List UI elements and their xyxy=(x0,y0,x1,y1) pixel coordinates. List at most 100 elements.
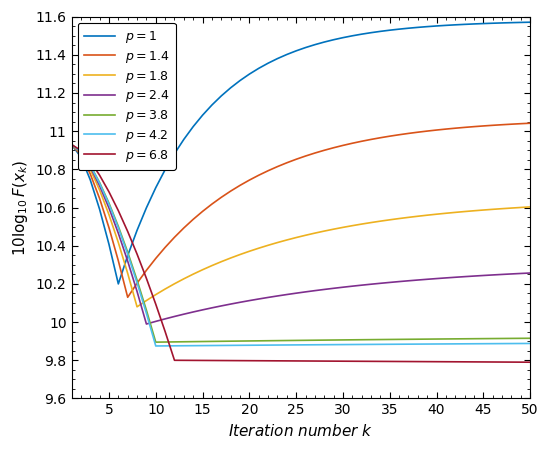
$p = 4.2$ xyxy=(106,202,112,207)
$p = 2.4$ xyxy=(527,270,534,276)
$p = 1.8$ xyxy=(255,246,262,251)
$p = 1$ xyxy=(359,32,365,37)
$p = 4.2$ xyxy=(236,342,243,348)
$p = 1.4$ xyxy=(518,121,524,126)
$p = 3.8$ xyxy=(480,336,487,342)
X-axis label: Iteration number $k$: Iteration number $k$ xyxy=(228,423,373,439)
Line: $p = 3.8$: $p = 3.8$ xyxy=(72,144,530,342)
$p = 1$ xyxy=(227,85,234,90)
$p = 1.4$ xyxy=(96,196,103,201)
$p = 3.8$ xyxy=(134,277,140,283)
$p = 6.8$ xyxy=(311,358,318,364)
$p = 3.8$ xyxy=(190,339,196,344)
$p = 1.4$ xyxy=(461,125,468,130)
$p = 6.8$ xyxy=(227,358,234,363)
$p = 4.2$ xyxy=(180,343,187,348)
$p = 1.8$ xyxy=(171,281,178,287)
$p = 1.8$ xyxy=(218,259,224,265)
$p = 6.8$ xyxy=(255,358,262,364)
$p = 1.8$ xyxy=(321,229,328,234)
$p = 1$ xyxy=(518,20,524,25)
$p = 1$ xyxy=(527,19,534,25)
$p = 1$ xyxy=(162,167,168,172)
$p = 4.2$ xyxy=(190,343,196,348)
$p = 2.4$ xyxy=(68,142,75,147)
$p = 1.8$ xyxy=(143,298,150,303)
$p = 4.2$ xyxy=(452,341,459,346)
$p = 3.8$ xyxy=(518,336,524,341)
$p = 1$ xyxy=(171,151,178,156)
$p = 3.8$ xyxy=(227,338,234,344)
$p = 6.8$ xyxy=(480,359,487,364)
$p = 1.8$ xyxy=(340,225,346,230)
$p = 2.4$ xyxy=(227,302,234,307)
$p = 3.8$ xyxy=(68,142,75,147)
$p = 1$ xyxy=(152,185,159,190)
$p = 4.2$ xyxy=(508,341,515,346)
$p = 6.8$ xyxy=(452,359,459,364)
$p = 1.4$ xyxy=(143,268,150,273)
$p = 1$ xyxy=(190,124,196,129)
$p = 1$ xyxy=(293,48,299,54)
$p = 4.2$ xyxy=(255,342,262,348)
$p = 1$ xyxy=(106,242,112,247)
$p = 4.2$ xyxy=(349,342,356,347)
$p = 1$ xyxy=(340,35,346,40)
$p = 1.8$ xyxy=(311,230,318,236)
$p = 3.8$ xyxy=(180,339,187,344)
$p = 2.4$ xyxy=(396,279,403,284)
$p = 3.8$ xyxy=(143,307,150,313)
$p = 1$ xyxy=(87,177,94,183)
$p = 1$ xyxy=(134,228,140,233)
$p = 6.8$ xyxy=(180,358,187,363)
$p = 6.8$ xyxy=(518,360,524,365)
$p = 6.8$ xyxy=(499,360,505,365)
$p = 6.8$ xyxy=(246,358,252,364)
$p = 4.2$ xyxy=(171,343,178,348)
$p = 1.8$ xyxy=(152,292,159,297)
$p = 1$ xyxy=(236,78,243,83)
$p = 2.4$ xyxy=(218,303,224,309)
$p = 4.2$ xyxy=(227,343,234,348)
$p = 3.8$ xyxy=(162,339,168,345)
$p = 2.4$ xyxy=(115,230,122,236)
$p = 4.2$ xyxy=(134,280,140,285)
$p = 4.2$ xyxy=(480,341,487,346)
$p = 4.2$ xyxy=(293,342,299,347)
$p = 1.4$ xyxy=(246,177,252,183)
$p = 4.2$ xyxy=(124,252,131,257)
$p = 4.2$ xyxy=(218,343,224,348)
$p = 1.8$ xyxy=(115,240,122,245)
$p = 6.8$ xyxy=(68,142,75,147)
$p = 4.2$ xyxy=(340,342,346,347)
$p = 6.8$ xyxy=(508,360,515,365)
$p = 1.8$ xyxy=(283,237,290,243)
$p = 6.8$ xyxy=(208,358,215,363)
$p = 6.8$ xyxy=(461,359,468,364)
$p = 6.8$ xyxy=(152,302,159,307)
$p = 6.8$ xyxy=(106,189,112,194)
Line: $p = 6.8$: $p = 6.8$ xyxy=(72,144,530,362)
$p = 4.2$ xyxy=(143,310,150,316)
$p = 1.4$ xyxy=(321,148,328,153)
$p = 1.8$ xyxy=(433,212,440,217)
$p = 1.4$ xyxy=(377,135,384,140)
$p = 2.4$ xyxy=(283,292,290,297)
$p = 1.4$ xyxy=(527,121,534,126)
$p = 1.4$ xyxy=(227,189,234,194)
$p = 3.8$ xyxy=(302,338,309,343)
$p = 1$ xyxy=(377,29,384,34)
$p = 1$ xyxy=(405,26,412,31)
$p = 2.4$ xyxy=(405,278,412,284)
$p = 1.4$ xyxy=(433,127,440,133)
$p = 1.8$ xyxy=(293,235,299,240)
$p = 1.4$ xyxy=(424,128,431,134)
$p = 3.8$ xyxy=(171,339,178,345)
$p = 1.4$ xyxy=(415,130,421,135)
$p = 4.2$ xyxy=(443,341,449,346)
$p = 1.4$ xyxy=(162,245,168,250)
$p = 6.8$ xyxy=(490,359,496,364)
$p = 1.8$ xyxy=(349,223,356,229)
$p = 6.8$ xyxy=(78,148,84,153)
$p = 2.4$ xyxy=(340,284,346,290)
